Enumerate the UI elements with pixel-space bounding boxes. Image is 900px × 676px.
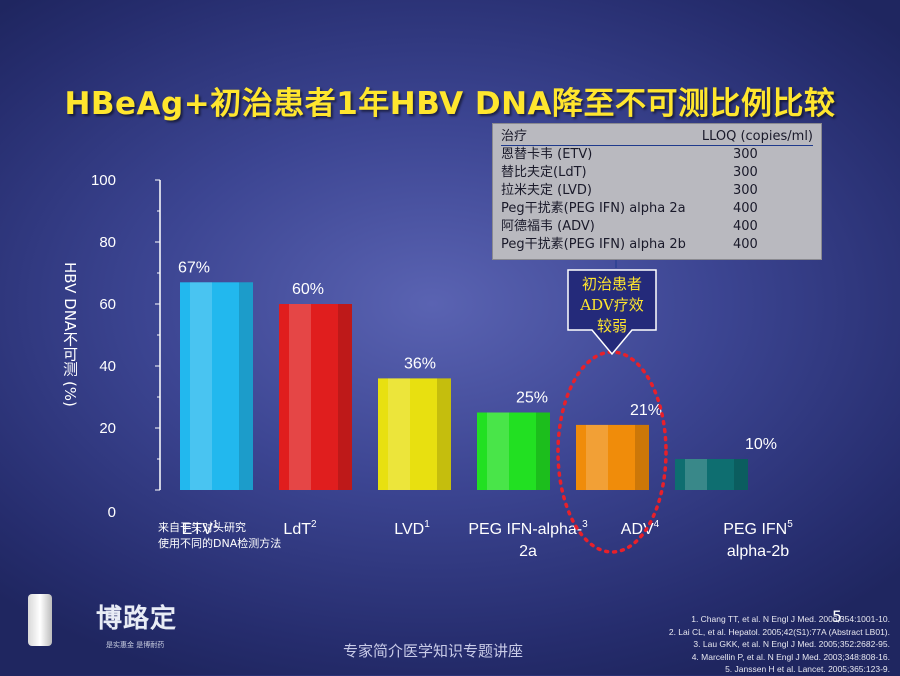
x-category-label: LVD1 [394,519,430,538]
x-category-label: PEG IFN-alpha-3 [468,519,588,538]
callout-line-3: 较弱 [596,317,627,335]
bar-value-label: 36% [404,355,436,372]
page-number: 5 [832,607,843,626]
bar-highlight [190,282,212,490]
bar-shade [437,378,451,490]
lloq-row-value: 300 [733,183,758,198]
study-footnote: 来自于头对头研究 使用不同的DNA检测方法 [158,520,281,552]
lloq-table-header: 治疗 LLOQ (copies/ml) [501,128,813,146]
callout-line-2: ADV疗效 [580,296,644,314]
lloq-row: 拉米夫定 (LVD) 300 [501,182,813,200]
y-tick-label: 40 [99,358,116,375]
lloq-row-name: 替比夫定(LdT) [501,165,587,180]
bar-shade [338,304,352,490]
lloq-row: Peg干扰素(PEG IFN) alpha 2b 400 [501,236,813,254]
medicine-bottle-icon [28,594,52,646]
reference-item: 1. Chang TT, et al. N Engl J Med. 2006;3… [691,614,890,624]
y-tick-label: 60 [99,296,116,313]
x-category-label-line2: 2a [519,543,537,560]
y-tick-label: 100 [91,172,116,189]
callout-line-1: 初治患者 [581,275,642,293]
reference-item: 3. Lau GKK, et al. N Engl J Med. 2005;35… [693,639,890,649]
y-tick-label: 0 [108,504,116,521]
logo-brand-text: 博路定 [96,604,178,634]
brand-logo: 博路定 是实惠金 是博耐药 [28,588,228,658]
lloq-row-name: Peg干扰素(PEG IFN) alpha 2b [501,237,686,252]
lloq-row-name: 阿德福韦 (ADV) [501,219,595,234]
lloq-row-value: 400 [733,219,758,234]
lloq-row: 替比夫定(LdT) 300 [501,164,813,182]
lloq-row-value: 400 [733,237,758,252]
bar-value-label: 60% [292,281,324,298]
reference-item: 2. Lai CL, et al. Hepatol. 2005;42(S1):7… [668,626,890,637]
lloq-row-name: 拉米夫定 (LVD) [501,183,592,198]
callout-arrow-shape [567,269,657,356]
lloq-row-value: 400 [733,201,758,216]
bar-shade [239,282,253,490]
lloq-row-value: 300 [733,165,758,180]
bar-value-label: 25% [516,390,548,407]
bar-shade [734,459,748,490]
lloq-row-name: 恩替卡韦 (ETV) [501,147,593,162]
bar [675,459,748,490]
lloq-row: Peg干扰素(PEG IFN) alpha 2a 400 [501,200,813,218]
bar-highlight [586,424,608,490]
y-tick-label: 80 [99,234,116,251]
bar-highlight [685,459,707,490]
adv-callout: 初治患者 ADV疗效 较弱 [566,268,658,358]
x-category-label: ETV1 [182,519,219,538]
bar-value-label: 21% [630,402,662,419]
bar [180,282,253,490]
bar [279,304,352,490]
references: 1. Chang TT, et al. N Engl J Med. 2006;3… [669,613,890,676]
bar-highlight [487,412,509,490]
y-axis-label: HBV DNA不可测 (%) [61,262,79,407]
slide-title: HBeAg+初治患者1年HBV DNA降至不可测比例比较 [64,86,836,122]
footnote-line-1: 来自于头对头研究 [158,521,246,534]
bar-shade [536,412,550,490]
bar [576,424,649,490]
lloq-header-treatment: 治疗 [501,129,528,144]
bar [477,412,550,490]
bar [378,378,451,490]
reference-item: 4. Marcellin P, et al. N Engl J Med. 200… [691,651,890,662]
footnote-line-2: 使用不同的DNA检测方法 [158,537,282,550]
logo-sub-text: 是实惠金 是博耐药 [106,641,165,649]
lloq-table: 治疗 LLOQ (copies/ml) 恩替卡韦 (ETV) 300 替比夫定(L… [492,123,822,260]
bar-value-label: 10% [745,436,777,453]
x-category-label-line2: alpha-2b [727,543,789,560]
bar-shade [635,424,649,490]
x-category-label: ADV4 [621,519,660,538]
lloq-row-value: 300 [733,147,758,162]
lloq-row-name: Peg干扰素(PEG IFN) alpha 2a [501,201,686,216]
x-category-label: PEG IFN5 [723,519,793,538]
lloq-row: 恩替卡韦 (ETV) 300 [501,146,813,164]
y-tick-label: 20 [99,420,116,437]
lloq-header-lloq: LLOQ (copies/ml) [701,129,813,144]
reference-item: 5. Janssen H et al. Lancet. 2005;365:123… [725,664,890,674]
bar-highlight [289,304,311,490]
bar-highlight [388,378,410,490]
x-category-label: LdT2 [283,519,317,538]
bar-value-label: 67% [178,259,210,276]
bottom-caption: 专家简介医学知识专题讲座 [343,642,524,660]
lloq-row: 阿德福韦 (ADV) 400 [501,218,813,236]
